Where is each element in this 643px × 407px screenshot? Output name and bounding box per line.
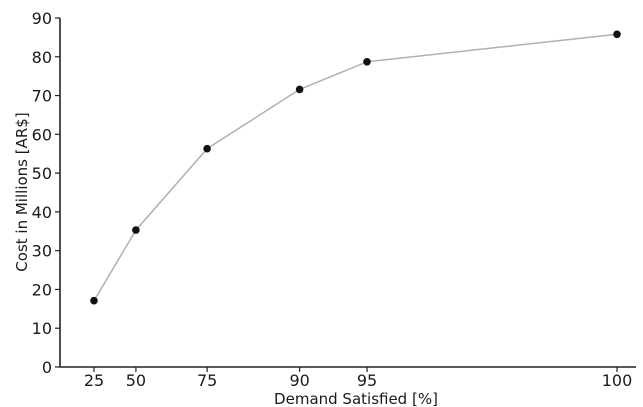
y-tick-label: 40 (32, 203, 52, 222)
y-tick-label: 10 (32, 319, 52, 338)
x-ticks: 25 50 75 90 95 100 (84, 367, 632, 390)
data-point (132, 226, 140, 234)
data-point (203, 144, 211, 153)
y-tick-label: 70 (32, 87, 52, 106)
data-point (363, 58, 371, 66)
data-points (90, 30, 621, 305)
data-point (613, 30, 621, 39)
data-point (295, 85, 304, 94)
x-tick-label: 75 (197, 371, 217, 390)
y-tick-label: 30 (32, 242, 52, 261)
x-tick-label: 50 (126, 371, 146, 390)
y-tick-label: 80 (32, 48, 52, 67)
series-line (93, 33, 618, 302)
x-tick-label: 100 (602, 371, 633, 390)
y-tick-label: 0 (42, 358, 52, 377)
y-tick-label: 20 (32, 280, 52, 299)
y-tick-label: 60 (32, 125, 52, 144)
x-tick-label: 25 (84, 371, 104, 390)
plot-area: 0 10 20 30 40 50 60 70 80 90 25 50 75 90 95 100 (32, 9, 636, 390)
y-axis-label: Cost in Millions [AR$] (13, 112, 31, 271)
x-tick-label: 90 (289, 371, 309, 390)
y-tick-label: 50 (32, 164, 52, 183)
data-point (90, 296, 98, 305)
y-tick-label: 90 (32, 9, 52, 28)
y-ticks: 0 10 20 30 40 50 60 70 80 90 (32, 9, 60, 377)
x-tick-label: 95 (357, 371, 377, 390)
x-axis-label: Demand Satisfied [%] (274, 390, 438, 407)
